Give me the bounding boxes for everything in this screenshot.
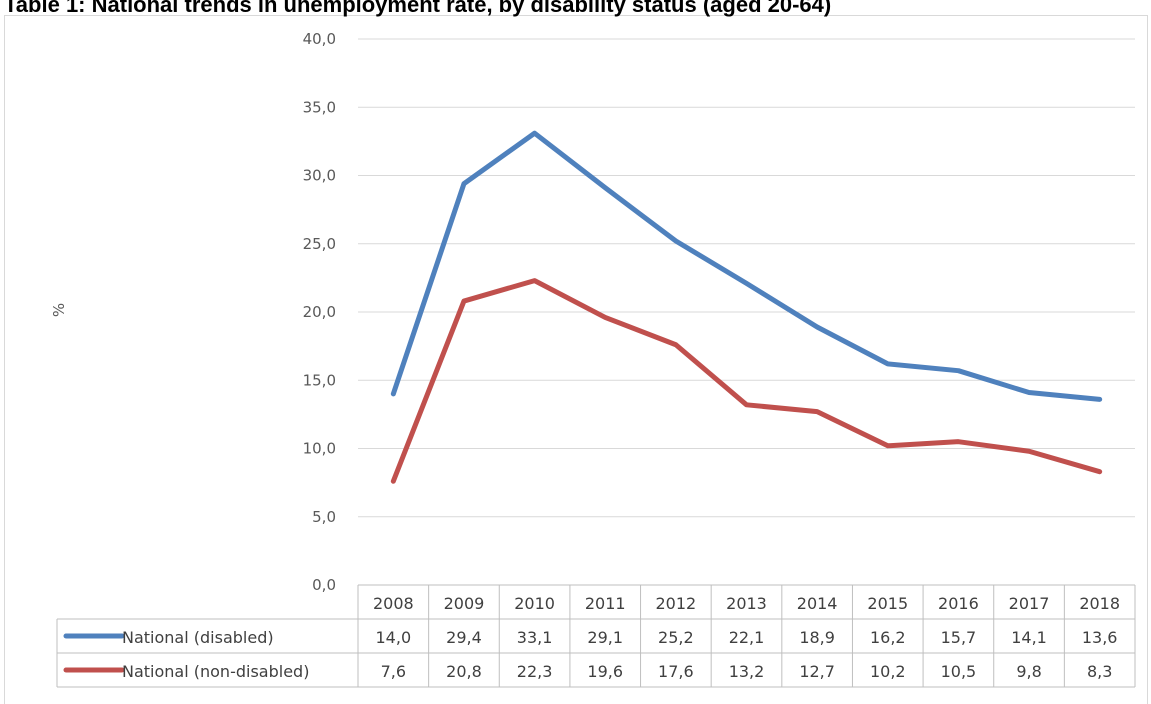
data-label: 10,5 [941,662,977,681]
y-tick-label: 5,0 [312,508,336,526]
data-label: 33,1 [517,628,553,647]
data-label: 7,6 [381,662,406,681]
y-tick-label: 40,0 [303,30,336,48]
y-tick-label: 25,0 [303,235,336,253]
data-label: 10,2 [870,662,906,681]
data-label: 22,3 [517,662,553,681]
x-tick-label: 2011 [585,594,626,613]
series-line-disabled [390,130,1103,402]
data-label: 16,2 [870,628,906,647]
legend-label: National (disabled) [122,628,274,647]
data-label: 29,4 [446,628,482,647]
series-line-non-disabled [390,278,1103,484]
y-tick-label: 30,0 [303,167,336,185]
x-tick-label: 2013 [726,594,767,613]
x-tick-label: 2017 [1009,594,1050,613]
x-tick-label: 2010 [514,594,555,613]
y-tick-label: 0,0 [312,576,336,594]
data-label: 13,2 [729,662,765,681]
x-tick-label: 2015 [867,594,908,613]
chart-title: Table 1: National trends in unemployment… [4,0,832,17]
data-label: 13,6 [1082,628,1118,647]
x-tick-label: 2012 [656,594,697,613]
x-tick-label: 2008 [373,594,414,613]
y-tick-label: 20,0 [303,303,336,321]
data-label: 18,9 [799,628,835,647]
chart-frame [4,15,1148,704]
y-tick-label: 10,0 [303,440,336,458]
y-tick-label: 15,0 [303,371,336,389]
y-axis-label: % [50,303,68,317]
data-label: 14,0 [376,628,412,647]
data-label: 22,1 [729,628,765,647]
data-label: 20,8 [446,662,482,681]
data-label: 12,7 [799,662,835,681]
x-tick-label: 2016 [938,594,979,613]
data-label: 8,3 [1087,662,1112,681]
data-label: 29,1 [587,628,623,647]
data-label: 15,7 [941,628,977,647]
data-label: 9,8 [1016,662,1041,681]
data-label: 25,2 [658,628,694,647]
data-label: 17,6 [658,662,694,681]
x-tick-label: 2009 [444,594,485,613]
legend-label: National (non-disabled) [122,662,309,681]
data-label: 14,1 [1011,628,1047,647]
y-tick-label: 35,0 [303,98,336,116]
data-label: 19,6 [587,662,623,681]
x-tick-label: 2014 [797,594,838,613]
x-tick-label: 2018 [1079,594,1120,613]
